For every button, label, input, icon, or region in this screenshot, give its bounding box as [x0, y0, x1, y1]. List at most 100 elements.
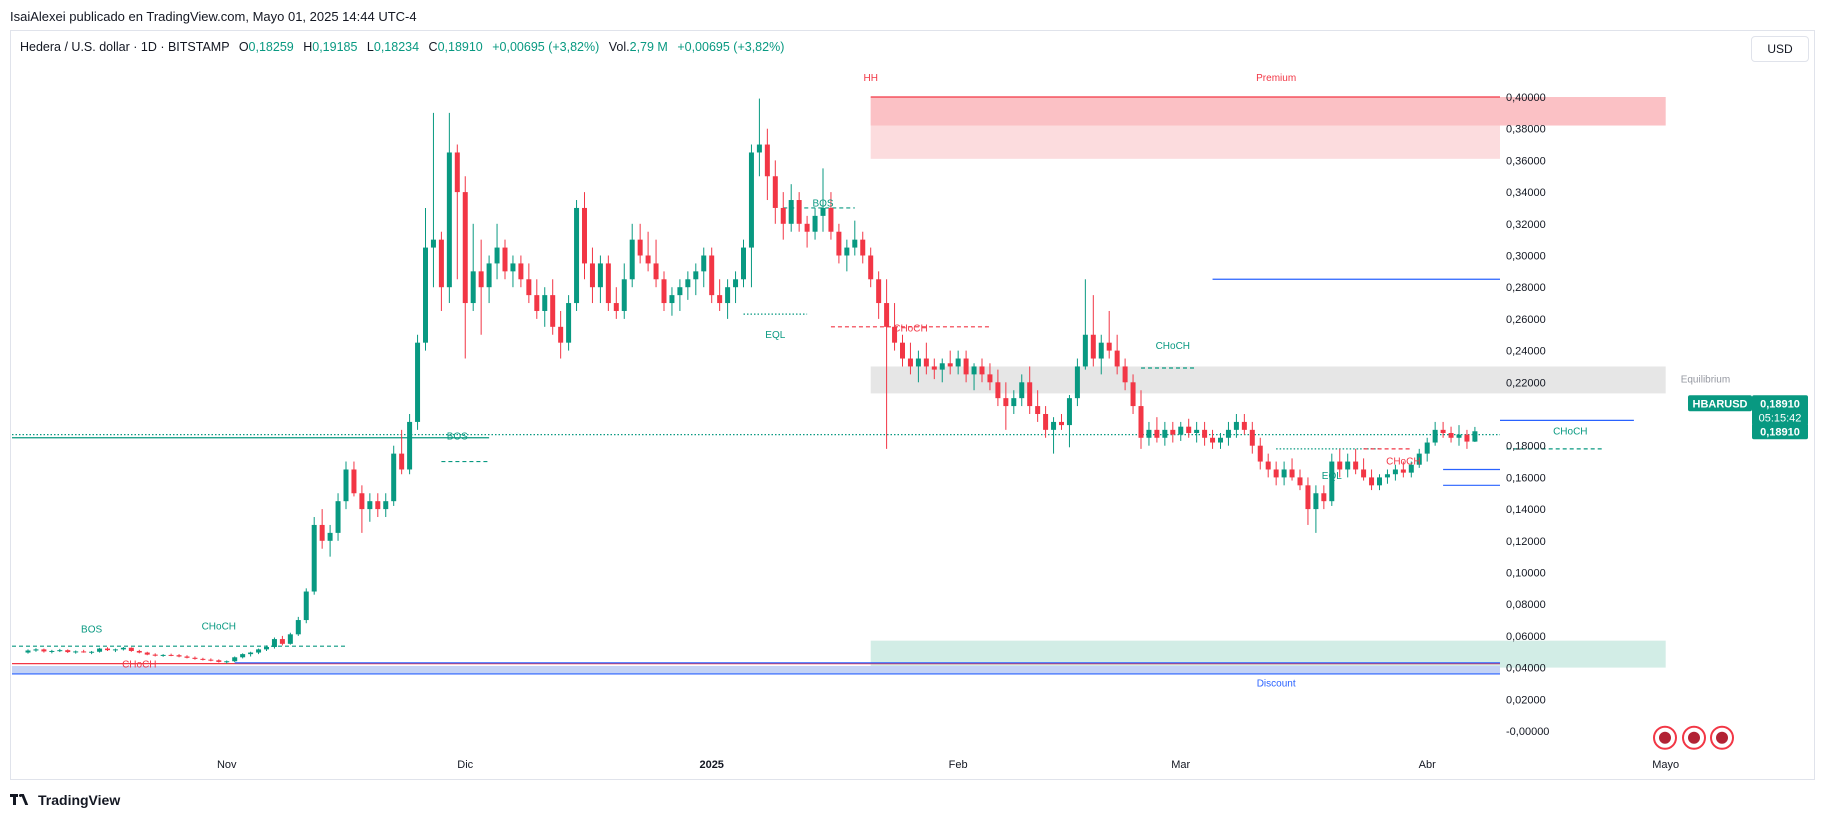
candle-body	[613, 303, 619, 311]
chart-label: BOS	[447, 431, 468, 442]
candle-body	[1233, 421, 1239, 430]
symbol-header: Hedera / U.S. dollar · 1D · BITSTAMP O 0,…	[20, 40, 784, 54]
vol-change-value: +0,00695 (+3,82%)	[677, 40, 785, 54]
candle-body	[168, 654, 174, 656]
symbol-title[interactable]: Hedera / U.S. dollar · 1D · BITSTAMP	[20, 40, 230, 54]
candle-body	[486, 263, 492, 288]
candle-body	[621, 279, 627, 311]
candle-body	[359, 493, 365, 510]
candle-body	[582, 207, 587, 264]
candle-body	[430, 239, 436, 248]
candle-body	[311, 524, 317, 592]
candle-body	[264, 646, 269, 650]
candle-body	[73, 651, 79, 653]
x-tick-label: Dic	[457, 759, 473, 771]
candle-body	[1146, 429, 1152, 438]
close-value: 0,18910	[437, 40, 483, 54]
candle-body	[884, 303, 890, 327]
event-flag-icon	[1659, 731, 1671, 744]
candle-body	[669, 295, 675, 304]
candle-body	[271, 639, 277, 647]
candle-body	[923, 358, 929, 367]
candle-body	[812, 215, 818, 232]
y-tick-label: 0,14000	[1506, 504, 1546, 516]
chart-label: BOS	[812, 198, 833, 209]
chart-label: EQL	[765, 330, 785, 341]
candle-body	[184, 656, 190, 658]
candle-body	[780, 207, 786, 224]
chart-label: CHoCH	[122, 660, 156, 671]
y-tick-label: 0,32000	[1506, 219, 1546, 231]
candle-body	[375, 501, 381, 510]
candle-body	[303, 591, 309, 621]
candle-body	[1353, 461, 1359, 470]
candle-body	[407, 421, 413, 470]
candle-body	[1273, 469, 1279, 478]
candle-body	[49, 650, 55, 652]
candle-body	[57, 650, 63, 652]
last-price-label: 0,18910	[1760, 426, 1800, 438]
candle-body	[1090, 334, 1096, 359]
candle-body	[717, 295, 723, 304]
zone-premium-inner	[870, 97, 1666, 126]
candle-body	[589, 263, 595, 288]
chart-label: CHoCH	[893, 324, 927, 335]
candle-body	[454, 152, 460, 193]
candle-body	[661, 279, 667, 304]
candle-body	[462, 192, 468, 304]
chart-label: Premium	[1256, 73, 1296, 84]
candle-body	[931, 366, 937, 370]
candle-body	[1035, 406, 1041, 414]
candle-body	[995, 382, 1001, 399]
candle-body	[438, 239, 444, 288]
candle-body	[844, 247, 850, 256]
y-tick-label: 0,06000	[1506, 631, 1546, 643]
candle-body	[1202, 429, 1208, 438]
y-tick-label: 0,28000	[1506, 282, 1546, 294]
event-flag-icon	[1688, 731, 1700, 744]
candle-body	[677, 287, 683, 296]
candle-body	[796, 200, 802, 224]
candle-body	[1210, 437, 1216, 443]
candle-body	[279, 639, 285, 644]
candle-body	[1130, 382, 1136, 407]
y-tick-label: 0,26000	[1506, 314, 1546, 326]
candle-body	[1329, 461, 1335, 502]
candle-body	[1019, 382, 1025, 399]
candle-body	[915, 358, 921, 367]
candle-body	[367, 501, 373, 510]
candle-body	[81, 651, 87, 653]
candle-body	[1154, 429, 1160, 438]
candle-body	[1027, 382, 1033, 407]
candle-body	[494, 247, 500, 264]
candle-body	[876, 279, 882, 304]
x-tick-label: Abr	[1419, 759, 1436, 771]
candle-body	[1122, 366, 1128, 383]
candle-body	[208, 659, 214, 661]
candle-body	[446, 152, 452, 288]
candle-body	[836, 231, 842, 256]
candle-body	[327, 532, 333, 541]
x-tick-label: 2025	[699, 759, 723, 771]
candle-body	[693, 271, 699, 280]
candle-body	[1424, 442, 1430, 454]
candle-body	[128, 647, 134, 651]
y-tick-label: 0,10000	[1506, 568, 1546, 580]
candle-body	[629, 239, 635, 280]
candle-body	[907, 358, 913, 367]
candle-body	[828, 207, 834, 232]
candle-body	[136, 650, 142, 653]
low-value: 0,18234	[373, 40, 420, 54]
candle-body	[526, 279, 532, 296]
candle-body	[1456, 434, 1462, 438]
zone-equilibrium	[870, 366, 1666, 394]
currency-button[interactable]: USD	[1751, 36, 1809, 62]
candle-body	[1170, 429, 1176, 435]
candle-body	[1265, 461, 1271, 470]
open-label: O	[238, 40, 249, 54]
chart-label: HH	[863, 73, 877, 84]
change-value: +0,00695 (+3,82%)	[492, 40, 600, 54]
candle-body	[963, 358, 969, 375]
candle-body	[868, 255, 874, 280]
